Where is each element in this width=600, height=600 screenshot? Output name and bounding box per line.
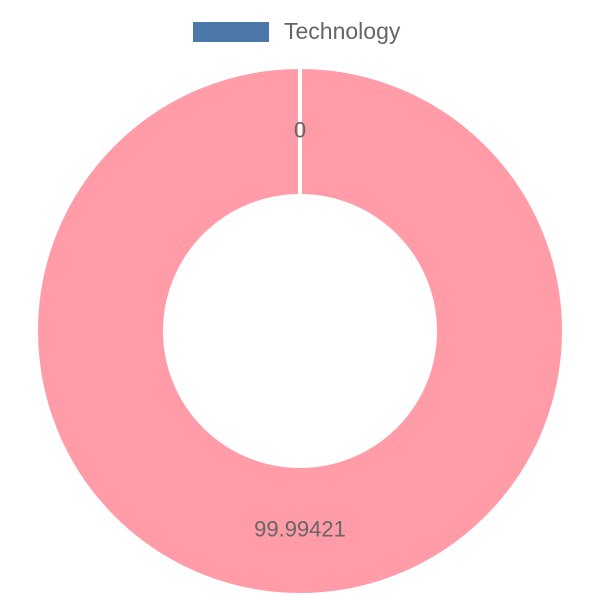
legend-swatch xyxy=(193,22,269,42)
value-label: 99.99421 xyxy=(254,516,346,541)
slice xyxy=(34,64,566,598)
value-label: 0 xyxy=(294,117,306,142)
legend-label: Technology xyxy=(284,18,401,44)
